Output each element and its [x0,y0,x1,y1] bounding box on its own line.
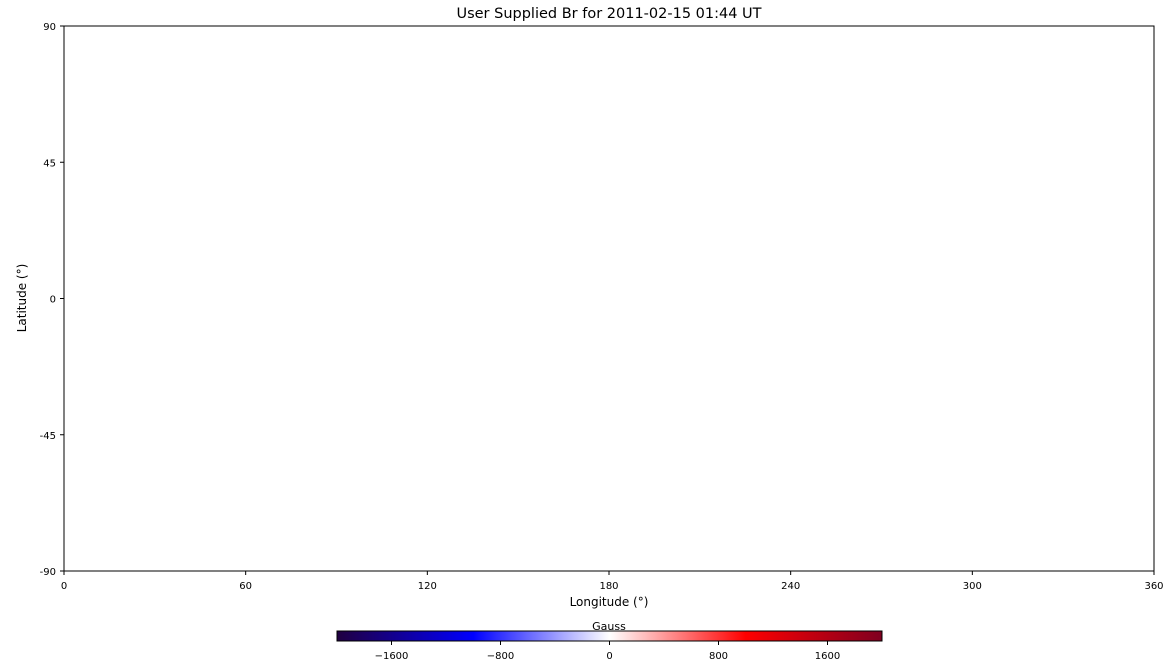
y-tick-label: 90 [43,22,56,33]
chart-title: User Supplied Br for 2011-02-15 01:44 UT [456,6,761,22]
x-tick-label: 300 [963,581,982,592]
colorbar-label: Gauss [592,620,626,633]
colorbar-tick-label: 800 [709,651,728,662]
x-tick-label: 360 [1144,581,1163,592]
x-tick-label: 240 [781,581,800,592]
y-tick-label: 0 [50,295,56,306]
y-tick-label: -45 [40,431,56,442]
y-tick-label: 45 [43,158,56,169]
x-tick-label: 180 [599,581,618,592]
colorbar-tick-label: −800 [487,651,514,662]
colorbar-tick-label: 0 [606,651,612,662]
plot-area [63,25,1155,572]
colorbar [336,630,883,642]
y-axis-label: Latitude (°) [15,264,29,333]
x-axis-label: Longitude (°) [570,595,649,609]
y-tick-label: -90 [40,567,56,578]
x-tick-label: 120 [418,581,437,592]
x-tick-label: 60 [239,581,252,592]
colorbar-tick-label: 1600 [815,651,840,662]
x-tick-label: 0 [61,581,67,592]
colorbar-tick-label: −1600 [375,651,409,662]
